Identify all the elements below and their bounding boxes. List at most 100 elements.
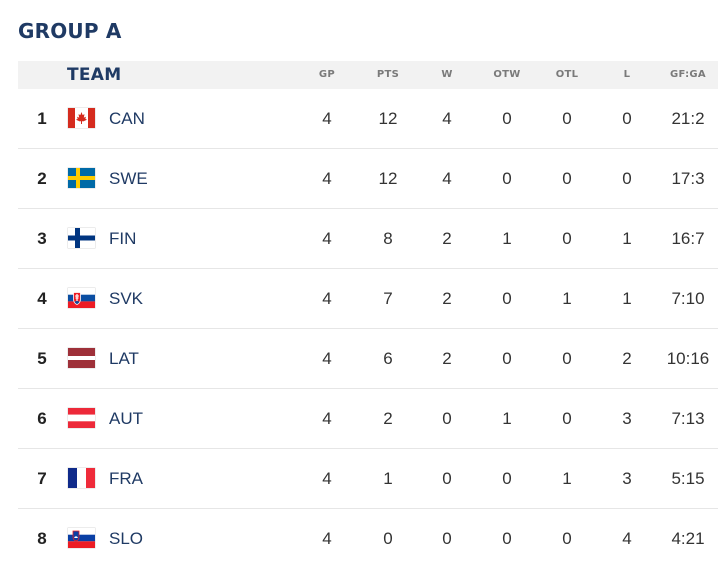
games-played: 4	[322, 349, 332, 368]
losses: 1	[622, 289, 632, 308]
team-name[interactable]: SVK	[109, 289, 144, 308]
team-name[interactable]: SWE	[109, 169, 148, 188]
austria-flag-icon	[68, 408, 95, 428]
games-played: 4	[322, 109, 332, 128]
wins: 0	[442, 529, 452, 548]
team-name[interactable]: SLO	[109, 529, 144, 548]
sweden-flag-icon	[68, 168, 95, 188]
rank: 5	[37, 349, 47, 368]
canada-flag-icon	[68, 108, 95, 128]
rank: 4	[37, 289, 47, 308]
points: 0	[383, 529, 393, 548]
header-pts: PTS	[376, 69, 400, 80]
table-header: TEAM GP PTS W OTW OTL L GF:GA	[18, 61, 718, 89]
header-team: TEAM	[67, 65, 122, 85]
overtime-wins: 1	[502, 229, 512, 248]
overtime-losses: 0	[562, 169, 572, 188]
overtime-losses: 0	[562, 529, 572, 548]
group-title: GROUP A	[18, 19, 122, 43]
points: 6	[383, 349, 393, 368]
goals-for-against: 4:21	[671, 529, 705, 548]
points: 2	[383, 409, 393, 428]
losses: 0	[622, 109, 632, 128]
wins: 4	[442, 169, 452, 188]
points: 12	[378, 169, 398, 188]
header-gfga: GF:GA	[670, 69, 706, 80]
overtime-losses: 1	[562, 469, 572, 488]
overtime-wins: 0	[502, 289, 512, 308]
losses: 2	[622, 349, 632, 368]
table-row[interactable]: 6 AUT 4 2 0 1 0 3 7:13	[18, 389, 718, 449]
table-row[interactable]: 4 SVK 4 7 2 0 1 1 7:10	[18, 269, 718, 329]
table-body: 1 CAN 4 12 4 0 0 0 21:2 2 SWE	[18, 89, 718, 569]
slovakia-flag-icon	[68, 288, 95, 308]
rank: 1	[37, 109, 47, 128]
table-row[interactable]: 8 SLO 4 0 0 0 0 4 4:21	[18, 509, 718, 569]
losses: 3	[622, 409, 632, 428]
header-l: L	[623, 69, 631, 80]
team-name[interactable]: LAT	[109, 349, 139, 368]
points: 12	[378, 109, 398, 128]
team-name[interactable]: AUT	[109, 409, 143, 428]
points: 1	[383, 469, 393, 488]
latvia-flag-icon	[68, 348, 95, 368]
rank: 8	[37, 529, 47, 548]
overtime-losses: 0	[562, 109, 572, 128]
losses: 4	[622, 529, 632, 548]
wins: 2	[442, 229, 452, 248]
overtime-wins: 0	[502, 469, 512, 488]
team-name[interactable]: FRA	[109, 469, 143, 488]
losses: 3	[622, 469, 632, 488]
overtime-losses: 1	[562, 289, 572, 308]
table-row[interactable]: 2 SWE 4 12 4 0 0 0 17:3	[18, 149, 718, 209]
games-played: 4	[322, 229, 332, 248]
wins: 2	[442, 349, 452, 368]
france-flag-icon	[68, 468, 95, 488]
rank: 2	[37, 169, 47, 188]
overtime-wins: 0	[502, 169, 512, 188]
finland-flag-icon	[68, 228, 95, 248]
table-row[interactable]: 1 CAN 4 12 4 0 0 0 21:2	[18, 89, 718, 149]
goals-for-against: 17:3	[671, 169, 705, 188]
overtime-wins: 0	[502, 349, 512, 368]
games-played: 4	[322, 409, 332, 428]
games-played: 4	[322, 169, 332, 188]
standings-table: TEAM GP PTS W OTW OTL L GF:GA 1 CAN 4 12…	[18, 61, 718, 569]
overtime-wins: 0	[502, 529, 512, 548]
wins: 4	[442, 109, 452, 128]
overtime-wins: 0	[502, 109, 512, 128]
table-row[interactable]: 3 FIN 4 8 2 1 0 1 16:7	[18, 209, 718, 269]
goals-for-against: 7:13	[671, 409, 705, 428]
header-otw: OTW	[493, 69, 521, 80]
header-w: W	[441, 69, 453, 80]
overtime-wins: 1	[502, 409, 512, 428]
wins: 0	[442, 409, 452, 428]
goals-for-against: 16:7	[671, 229, 705, 248]
losses: 0	[622, 169, 632, 188]
games-played: 4	[322, 469, 332, 488]
wins: 2	[442, 289, 452, 308]
rank: 6	[37, 409, 47, 428]
overtime-losses: 0	[562, 349, 572, 368]
goals-for-against: 5:15	[671, 469, 705, 488]
rank: 3	[37, 229, 47, 248]
table-row[interactable]: 7 FRA 4 1 0 0 1 3 5:15	[18, 449, 718, 509]
goals-for-against: 7:10	[671, 289, 705, 308]
goals-for-against: 10:16	[666, 349, 710, 368]
overtime-losses: 0	[562, 229, 572, 248]
overtime-losses: 0	[562, 409, 572, 428]
games-played: 4	[322, 529, 332, 548]
header-otl: OTL	[555, 69, 579, 80]
header-gp: GP	[318, 69, 336, 80]
points: 7	[383, 289, 393, 308]
table-row[interactable]: 5 LAT 4 6 2 0 0 2 10:16	[18, 329, 718, 389]
wins: 0	[442, 469, 452, 488]
team-name[interactable]: FIN	[109, 229, 137, 248]
slovenia-flag-icon	[68, 528, 95, 548]
rank: 7	[37, 469, 47, 488]
goals-for-against: 21:2	[671, 109, 705, 128]
games-played: 4	[322, 289, 332, 308]
losses: 1	[622, 229, 632, 248]
team-name[interactable]: CAN	[109, 109, 145, 128]
points: 8	[383, 229, 393, 248]
